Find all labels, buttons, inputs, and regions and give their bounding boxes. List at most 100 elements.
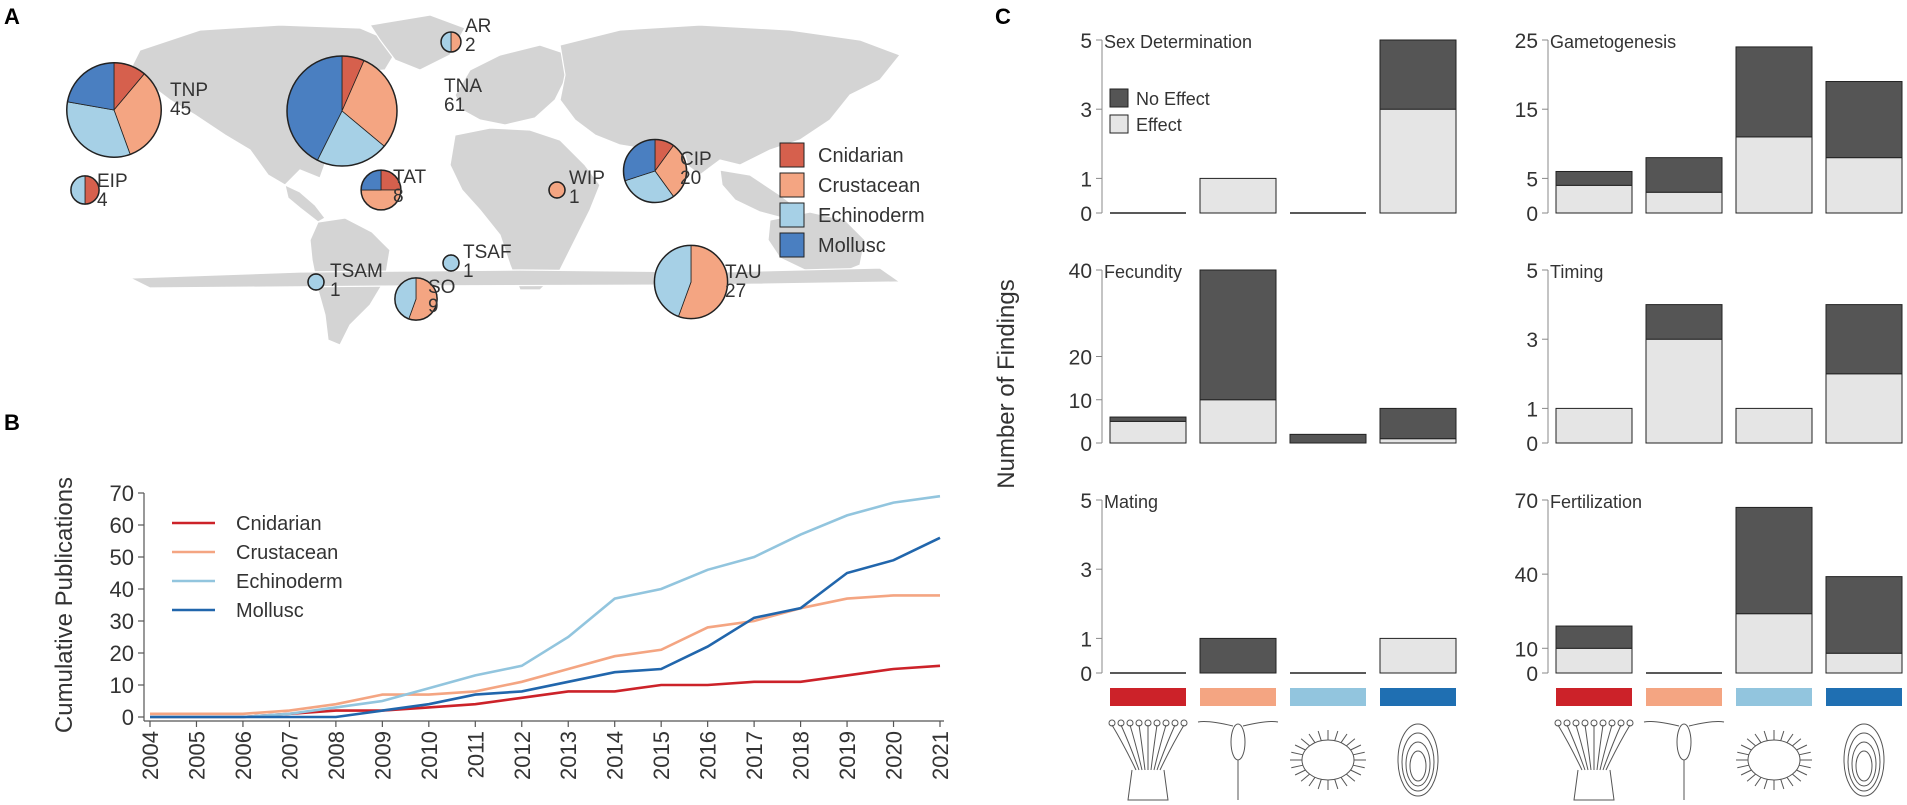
series-line-echinoderm xyxy=(150,494,941,719)
panel-letter-a: A xyxy=(4,4,20,29)
c-legend-label-no-effect: No Effect xyxy=(1136,89,1210,109)
pie-outline xyxy=(442,254,460,272)
x-tick-label: 2005 xyxy=(184,731,209,780)
subplot-title: Timing xyxy=(1550,262,1603,282)
pie-label-code: CIP xyxy=(680,149,712,170)
bar-no-effect-mollusc xyxy=(1825,304,1903,375)
pie-label-total: 1 xyxy=(569,187,580,208)
y-tick-label: 50 xyxy=(110,545,134,570)
pie-label-code: TNA xyxy=(444,76,482,97)
bar-effect-crustacean xyxy=(1199,177,1277,214)
x-tick-label: 2017 xyxy=(742,731,767,780)
bar-effect-crustacean xyxy=(1645,338,1723,444)
bar-effect-echinoderm xyxy=(1735,613,1813,674)
pie-label-total: 4 xyxy=(97,190,108,211)
bar-effect-cnidarian xyxy=(1555,407,1633,444)
subplot-y-tick-label: 25 xyxy=(1515,30,1538,53)
subplot-y-tick-label: 15 xyxy=(1515,99,1538,122)
category-strip-crustacean xyxy=(1646,688,1722,706)
subplot-y-tick-label: 10 xyxy=(1069,390,1092,413)
subplot-fertilization: 010 40 70 Fertilization xyxy=(1515,490,1903,686)
line-legend-label-echinoderm: Echinoderm xyxy=(236,571,343,593)
y-tick-label: 0 xyxy=(122,705,134,730)
continent-greenland xyxy=(368,14,466,71)
pie-slice-mollusc xyxy=(67,62,115,111)
subplot-y-tick-label: 0 xyxy=(1526,663,1538,686)
category-strip-cnidarian xyxy=(1556,688,1632,706)
pie-label-total: 61 xyxy=(444,95,465,116)
y-tick-label: 20 xyxy=(110,641,134,666)
legend-label-crustacean: Crustacean xyxy=(818,175,920,197)
c-legend-swatch-effect xyxy=(1109,114,1129,134)
bar-no-effect-mollusc xyxy=(1379,407,1457,440)
subplot-title: Sex Determination xyxy=(1104,32,1252,52)
bar-effect-crustacean xyxy=(1645,191,1723,214)
pie-label-code: TAT xyxy=(393,167,426,188)
c-y-axis-title: Number of Findings xyxy=(993,279,1020,488)
y-axis-title: Cumulative Publications xyxy=(51,477,78,733)
pie-label-total: 1 xyxy=(463,261,474,282)
bar-effect-cnidarian xyxy=(1109,420,1187,444)
oyster-icon xyxy=(1843,723,1885,797)
pie-label-total: 45 xyxy=(170,99,191,120)
subplot-y-tick-label: 3 xyxy=(1080,559,1092,582)
legend-swatch-cnidarian xyxy=(779,142,805,168)
pie-slice-echinoderm xyxy=(70,175,86,205)
x-tick-label: 2008 xyxy=(324,731,349,780)
x-tick-label: 2019 xyxy=(835,731,860,780)
legend-swatch-echinoderm xyxy=(779,202,805,228)
organism-illustrations xyxy=(1108,719,1885,801)
continent-europe xyxy=(454,44,571,126)
subplot-fecundity: 0 10 20 40 Fecundity xyxy=(1069,260,1457,456)
subplot-y-tick-label: 0 xyxy=(1080,433,1092,456)
panel-letter-b: B xyxy=(4,410,20,435)
x-tick-label: 2012 xyxy=(510,731,535,780)
panel-letter-c: C xyxy=(995,4,1011,29)
bar-effect-mollusc xyxy=(1379,637,1457,674)
subplot-y-tick-label: 0 xyxy=(1080,203,1092,226)
continent-central-america xyxy=(284,183,326,223)
subplot-y-tick-label: 5 xyxy=(1526,260,1538,283)
x-tick-label: 2013 xyxy=(556,731,581,780)
pie-label-code: SO xyxy=(428,277,455,298)
subplot-sex-determination: 0 1 3 5 Sex Determination No Effect Effect xyxy=(1080,30,1457,226)
pie-label-code: WIP xyxy=(569,168,605,189)
pie-outline xyxy=(66,62,162,158)
series-line-cnidarian xyxy=(150,664,941,719)
x-tick-label: 2018 xyxy=(789,731,814,780)
pie-label-total: 2 xyxy=(465,35,476,56)
line-legend-label-crustacean: Crustacean xyxy=(236,542,338,564)
pie-label-code: TAU xyxy=(725,262,762,283)
subplot-mating: 0 1 3 5 Mating xyxy=(1080,490,1457,686)
subplot-y-tick-label: 70 xyxy=(1515,490,1538,513)
pie-outline xyxy=(622,138,688,204)
pie-outline xyxy=(70,175,100,205)
bar-no-effect-cnidarian xyxy=(1555,170,1633,186)
subplot-gametogenesis: 0 5 15 25 Gametogenesis xyxy=(1515,30,1903,226)
x-tick-label: 2014 xyxy=(603,731,628,780)
sea-urchin-icon xyxy=(1736,730,1812,790)
c-legend-label-effect: Effect xyxy=(1136,115,1182,135)
bar-effect-echinoderm xyxy=(1735,136,1813,214)
pie-label-code: AR xyxy=(465,16,491,37)
y-tick-label: 60 xyxy=(110,513,134,538)
subplot-y-tick-label: 0 xyxy=(1526,433,1538,456)
x-tick-label: 2009 xyxy=(370,731,395,780)
pie-outline xyxy=(440,31,462,53)
subplot-title: Fertilization xyxy=(1550,492,1642,512)
legend-swatch-crustacean xyxy=(779,172,805,198)
sea-urchin-icon xyxy=(1290,730,1366,790)
subplot-y-tick-label: 5 xyxy=(1080,490,1092,513)
pie-label-code: TNP xyxy=(170,80,208,101)
x-tick-label: 2016 xyxy=(696,731,721,780)
continent-asia xyxy=(559,24,901,176)
pie-ar: AR2 xyxy=(440,16,491,56)
bar-no-effect-mollusc xyxy=(1379,39,1457,110)
x-tick-label: 2010 xyxy=(417,731,442,780)
